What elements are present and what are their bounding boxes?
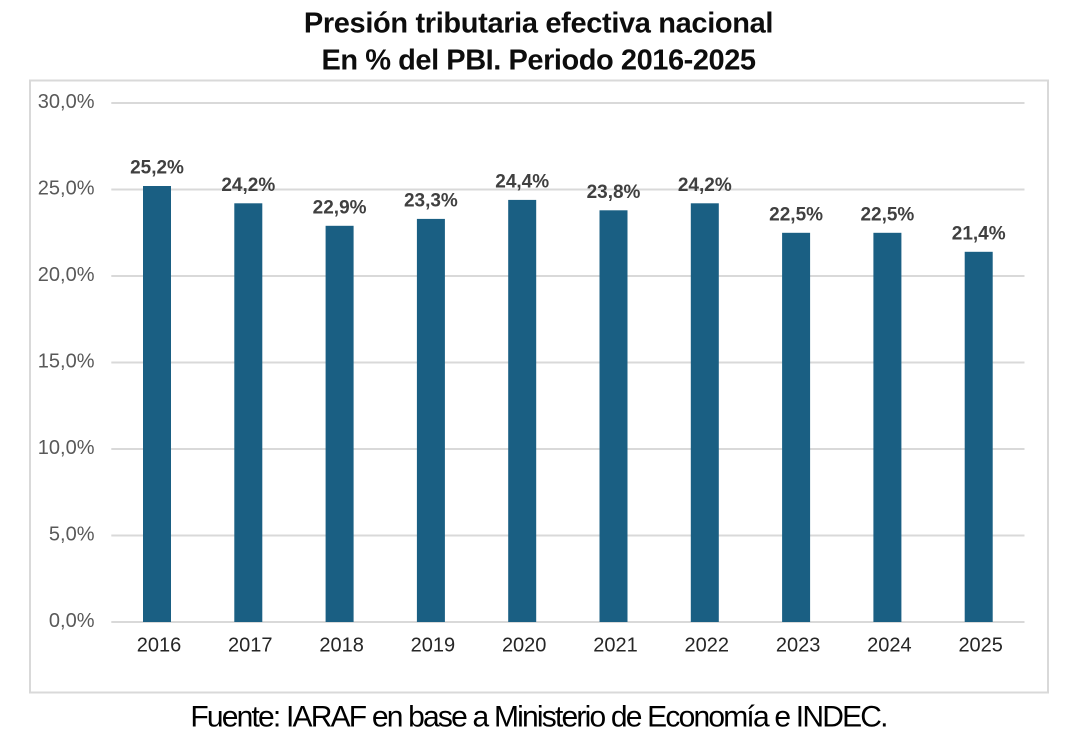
svg-text:24,2%: 24,2% (221, 175, 275, 196)
svg-text:15,0%: 15,0% (38, 351, 95, 373)
svg-text:25,2%: 25,2% (130, 158, 184, 179)
svg-text:24,4%: 24,4% (495, 171, 549, 192)
svg-text:22,9%: 22,9% (313, 197, 367, 218)
svg-text:2025: 2025 (958, 635, 1003, 657)
svg-text:23,8%: 23,8% (587, 182, 641, 203)
svg-text:22,5%: 22,5% (860, 204, 914, 225)
svg-text:0,0%: 0,0% (49, 610, 95, 632)
svg-text:2017: 2017 (228, 635, 273, 657)
svg-text:2018: 2018 (319, 635, 364, 657)
svg-text:Fuente: IARAF en base a Minist: Fuente: IARAF en base a Ministerio de Ec… (190, 701, 886, 734)
svg-text:2024: 2024 (867, 635, 912, 657)
svg-text:2016: 2016 (137, 635, 182, 657)
svg-text:2021: 2021 (593, 635, 638, 657)
svg-text:22,5%: 22,5% (769, 204, 823, 225)
svg-text:30,0%: 30,0% (38, 91, 95, 113)
svg-text:24,2%: 24,2% (678, 175, 732, 196)
svg-text:25,0%: 25,0% (38, 178, 95, 200)
svg-text:En % del PBI. Periodo 2016-202: En % del PBI. Periodo 2016-2025 (321, 45, 755, 77)
svg-text:20,0%: 20,0% (38, 264, 95, 286)
svg-text:2023: 2023 (776, 635, 821, 657)
svg-text:2019: 2019 (411, 635, 456, 657)
svg-text:Presión tributaria efectiva na: Presión tributaria efectiva nacional (304, 8, 773, 40)
svg-text:23,3%: 23,3% (404, 190, 458, 211)
svg-text:2020: 2020 (502, 635, 547, 657)
svg-text:5,0%: 5,0% (49, 524, 95, 546)
svg-text:10,0%: 10,0% (38, 437, 95, 459)
svg-text:2022: 2022 (685, 635, 730, 657)
svg-text:21,4%: 21,4% (952, 223, 1006, 244)
